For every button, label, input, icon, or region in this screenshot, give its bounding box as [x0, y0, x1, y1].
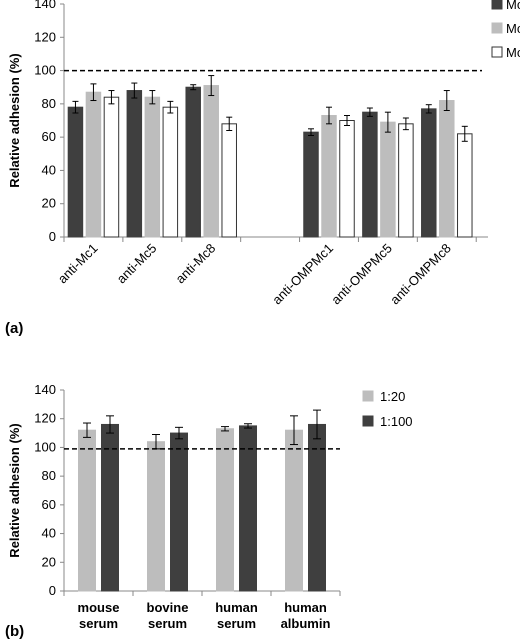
bar-1-20-human-albumin [285, 429, 303, 592]
bar-mc1-anti-ompmc5 [362, 111, 378, 238]
x-tick-label-b: serum [79, 616, 118, 631]
x-tick-label-a: anti-Mc1 [55, 241, 101, 287]
y-axis-title-a: Relative adhesion (%) [7, 53, 22, 187]
legend-label-mc1: Mc1 [506, 0, 520, 12]
x-tick-label-a: anti-OMPMc1 [269, 241, 336, 308]
legend-label-mc8: Mc8 [506, 45, 520, 60]
y-tick-label-a: 100 [34, 63, 56, 78]
x-tick-label-b: mouse [78, 600, 120, 615]
x-tick-label-a: anti-OMPMc8 [387, 241, 454, 308]
legend-swatch-1-100 [362, 415, 374, 427]
bar-mc1-anti-mc1 [67, 106, 84, 238]
bar-1-100-bovine-serum [170, 432, 188, 592]
legend-swatch-mc8 [491, 46, 503, 58]
y-tick-label-a: 60 [42, 129, 56, 144]
bar-mc5-anti-ompmc1 [321, 115, 337, 238]
y-tick-label-b: 0 [49, 583, 56, 598]
panel-label-b: (b) [5, 623, 24, 640]
bar-mc5-anti-ompmc5 [380, 121, 396, 238]
bar-1-100-human-albumin [308, 423, 326, 592]
y-tick-label-a: 120 [34, 29, 56, 44]
x-tick-label-a: anti-OMPMc5 [328, 241, 395, 308]
bar-mc5-anti-mc1 [85, 91, 102, 238]
bar-mc1-anti-ompmc8 [421, 108, 437, 238]
bar-1-20-mouse-serum [78, 429, 96, 592]
bar-mc8-anti-mc8 [221, 123, 237, 238]
bar-mc8-anti-ompmc1 [339, 120, 355, 238]
y-tick-label-b: 120 [34, 411, 56, 426]
legend-swatch-mc1 [491, 0, 503, 10]
y-tick-label-a: 40 [42, 162, 56, 177]
y-tick-label-a: 80 [42, 96, 56, 111]
x-tick-label-b: human [215, 600, 258, 615]
bar-mc8-anti-ompmc8 [457, 133, 473, 238]
bar-mc5-anti-mc5 [144, 96, 161, 238]
y-tick-label-b: 40 [42, 526, 56, 541]
x-tick-label-b: bovine [147, 600, 189, 615]
y-tick-label-a: 20 [42, 196, 56, 211]
x-tick-label-b: serum [217, 616, 256, 631]
x-tick-label-b: serum [148, 616, 187, 631]
bar-1-20-human-serum [216, 428, 234, 592]
y-tick-label-b: 80 [42, 468, 56, 483]
legend-swatch-1-20 [362, 390, 374, 402]
y-tick-label-b: 140 [34, 382, 56, 397]
y-axis-title-b: Relative adhesion (%) [7, 423, 22, 557]
bar-1-100-mouse-serum [101, 423, 119, 592]
bar-mc8-anti-ompmc5 [398, 123, 414, 238]
bar-mc1-anti-ompmc1 [303, 131, 319, 238]
y-tick-label-a: 0 [49, 229, 56, 244]
bar-1-20-bovine-serum [147, 441, 165, 592]
legend-label-1-20: 1:20 [380, 389, 405, 404]
x-tick-label-a: anti-Mc8 [172, 241, 218, 287]
bar-mc5-anti-mc8 [203, 85, 219, 238]
panel-label-a: (a) [5, 320, 23, 337]
bar-mc5-anti-ompmc8 [439, 100, 455, 238]
bar-mc1-anti-mc5 [126, 90, 143, 238]
y-tick-label-b: 60 [42, 497, 56, 512]
x-tick-label-a: anti-Mc5 [114, 241, 160, 287]
bar-mc1-anti-mc8 [185, 86, 201, 238]
bar-1-100-human-serum [239, 425, 257, 592]
legend-label-mc5: Mc5 [506, 21, 520, 36]
bar-mc8-anti-mc5 [162, 106, 179, 238]
legend-label-1-100: 1:100 [380, 414, 413, 429]
x-tick-label-b: human [284, 600, 327, 615]
y-tick-label-b: 20 [42, 554, 56, 569]
bar-mc8-anti-mc1 [103, 96, 120, 238]
y-tick-label-a: 140 [34, 0, 56, 11]
y-tick-label-b: 100 [34, 439, 56, 454]
x-tick-label-b: albumin [281, 616, 331, 631]
chart-a: (a) 0 20 40 60 80 100 120 140 Relative adhesion … [5, 0, 520, 337]
legend-swatch-mc5 [491, 22, 503, 34]
